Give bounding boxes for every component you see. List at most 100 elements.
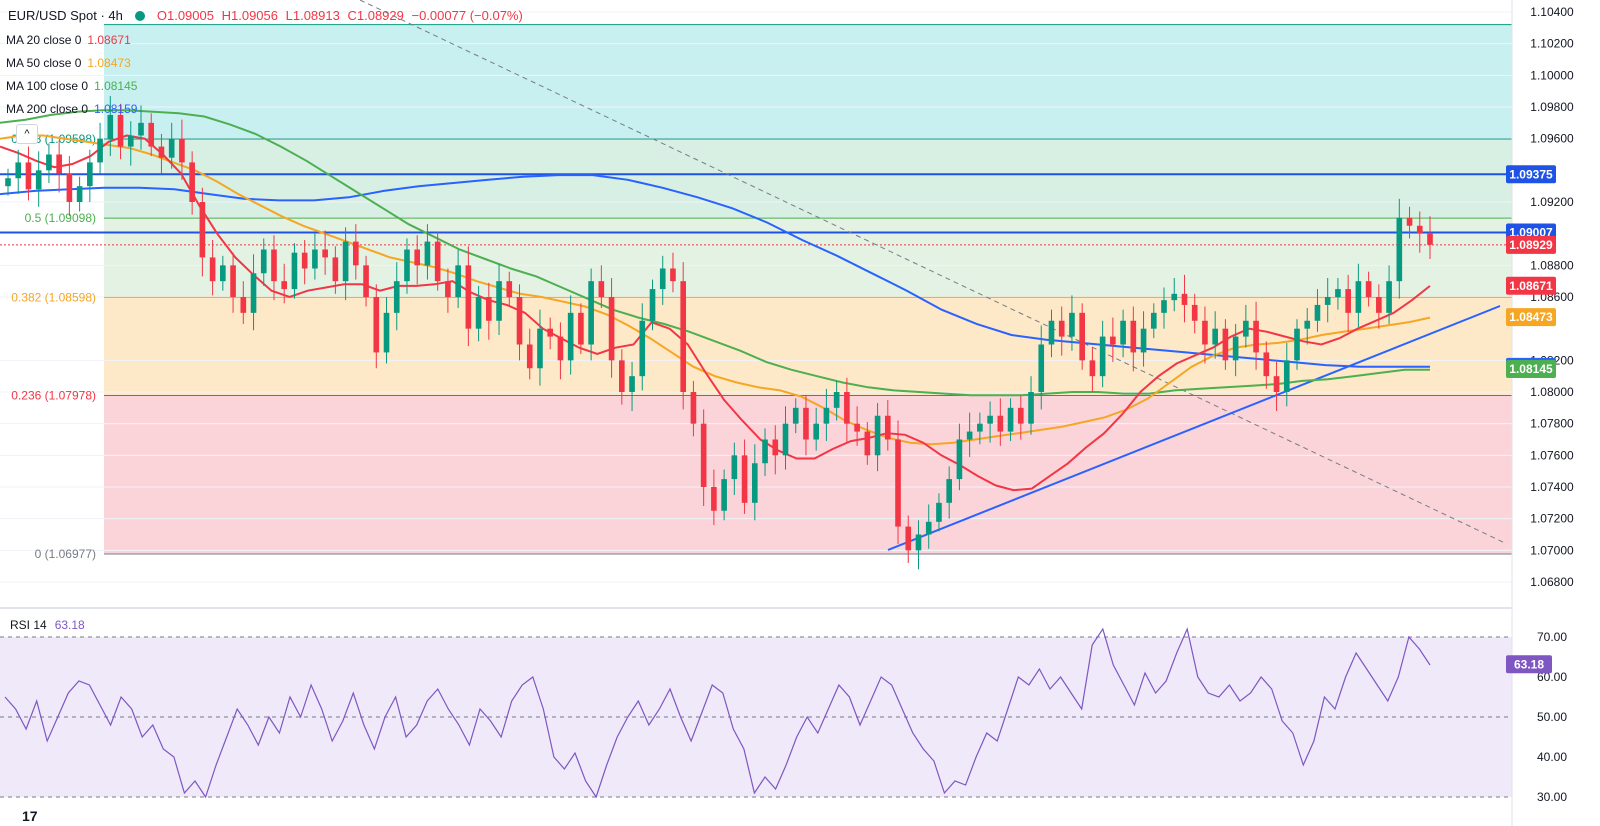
downtrend-line [359,0,1506,544]
candle-body [844,392,850,424]
candle-body [220,265,226,282]
candle-body [138,122,144,136]
price-badge-0: 1.09375 [1509,167,1553,181]
candle-body [629,376,635,392]
candle-body [199,202,206,258]
candle-body [547,328,554,337]
candle-body [87,162,93,187]
candle-body [414,249,421,266]
tradingview-logo[interactable]: 17 [22,808,38,824]
candle-body [1017,407,1024,424]
legend-ma200[interactable]: MA 200 close 0 1.08159 [6,102,137,116]
candle-body [680,281,687,392]
price-tick-1: 1.10200 [1530,37,1574,51]
legend-ma20-value: 1.08671 [87,33,131,47]
candle-body [373,297,380,353]
price-tick-15: 1.06800 [1530,575,1574,589]
candle-body [353,241,359,266]
symbol-title[interactable]: EUR/USD Spot · 4h [8,8,123,23]
candle-body [1171,293,1178,301]
candle-body [772,439,779,456]
candle-body [537,328,543,369]
price-tick-4: 1.09600 [1530,132,1574,146]
candle-body [639,320,646,377]
ohlc-open: O1.09005 [156,8,214,23]
candle-body [404,249,410,282]
candle-body [1222,328,1229,361]
candle-body [1181,293,1188,305]
candle-body [363,265,369,297]
candle-body [1365,281,1372,297]
candle-body [117,114,124,147]
price-badge-2: 1.08929 [1509,238,1553,252]
ma50-line [0,134,1431,446]
rsi-tick-1: 60.00 [1537,670,1567,684]
legend-ma20[interactable]: MA 20 close 0 1.08671 [6,33,131,47]
candle-body [1406,217,1413,226]
candle-body [700,423,707,487]
candle-body [35,170,42,190]
legend-ma100[interactable]: MA 100 close 0 1.08145 [6,79,137,93]
candle-body [874,415,881,456]
candle-body [803,407,809,440]
candle-body [434,241,441,282]
price-tick-3: 1.09800 [1530,100,1574,114]
candle-body [905,526,912,551]
candle-body [1232,336,1239,361]
candle-body [291,252,298,290]
market-status-dot [134,11,145,21]
candle-body [946,479,952,503]
fib-label-3: 0.236 (1.07978) [11,388,96,402]
fib-label-4: 0 (1.06977) [35,547,96,561]
price-tick-10: 1.07800 [1530,417,1574,431]
candle-body [1079,312,1085,361]
candle-body [1110,336,1116,345]
price-axis-bg [1512,0,1600,826]
price-badge-bg-3 [1506,276,1556,295]
candle-body [1355,281,1362,313]
candle-body [588,281,594,345]
candle-body [127,135,134,147]
candle-body [1140,328,1147,353]
candle-body [76,186,83,202]
candle-body [486,297,492,321]
price-tick-0: 1.10400 [1530,5,1574,19]
candle-body [1058,320,1065,337]
candle-body [1150,312,1157,329]
candle-body [496,281,502,321]
candle-body [741,455,748,503]
candle-body [721,479,727,511]
candle-body [46,154,52,171]
candle-body [1191,304,1198,321]
candle-body [1048,320,1055,345]
candle-body [1294,328,1300,361]
candle-body [1263,352,1270,377]
candle-body [578,312,584,345]
rsi-line [4,627,1431,799]
candle-body [1427,233,1433,245]
ohlc-low: L1.08913 [285,8,340,23]
rsi-badge-bg [1506,655,1552,674]
rsi-legend[interactable]: RSI 14 63.18 [10,618,85,632]
candle-body [956,439,963,480]
candle-body [792,407,799,424]
legend-ma50[interactable]: MA 50 close 0 1.08473 [6,56,131,70]
candle-body [762,439,768,464]
candle-body [332,257,339,282]
candle-body [1304,320,1311,329]
candle-body [455,265,461,297]
candle-body [424,241,431,266]
candle-body [690,392,697,424]
legend-ma50-label: MA 50 close 0 [6,56,82,70]
candle-body [189,162,195,202]
collapse-legend-button[interactable]: ^ [16,124,38,144]
symbol-header: EUR/USD Spot · 4h O1.09005 H1.09056 L1.08… [8,8,523,23]
candle-body [322,249,328,258]
price-badge-bg-0 [1506,165,1556,184]
candle-body [179,138,185,163]
rsi-band [0,637,1512,797]
candle-body [854,423,860,432]
candle-body [107,114,114,139]
